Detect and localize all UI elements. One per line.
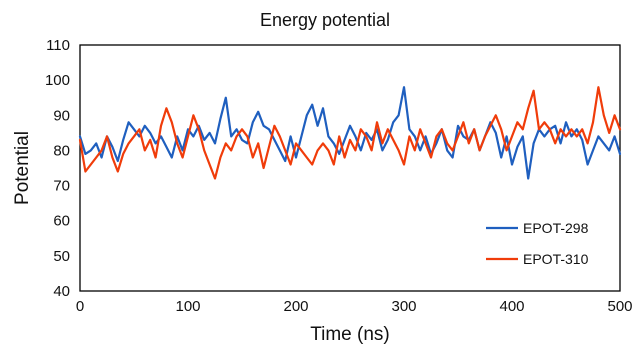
x-tick-label: 0 xyxy=(76,298,84,315)
y-tick-label: 50 xyxy=(53,248,70,265)
y-tick-label: 100 xyxy=(45,72,70,89)
x-axis-label: Time (ns) xyxy=(310,324,390,345)
x-axis-ticks: 0 100 200 300 400 500 xyxy=(76,298,633,315)
x-tick-label: 100 xyxy=(175,298,200,315)
y-tick-label: 90 xyxy=(53,107,70,124)
legend-label: EPOT-310 xyxy=(523,251,589,267)
x-tick-label: 500 xyxy=(607,298,632,315)
legend: EPOT-298 EPOT-310 xyxy=(486,220,589,267)
y-tick-label: 60 xyxy=(53,213,70,230)
y-axis-label: Potential xyxy=(12,131,33,205)
y-tick-label: 70 xyxy=(53,178,70,195)
series-lines xyxy=(78,86,622,180)
series-line-epot-298 xyxy=(78,86,622,180)
y-tick-label: 40 xyxy=(53,283,70,300)
x-tick-label: 300 xyxy=(391,298,416,315)
y-axis-ticks: 40 50 60 70 80 90 100 110 xyxy=(45,37,70,300)
y-tick-label: 80 xyxy=(53,142,70,159)
x-tick-label: 400 xyxy=(499,298,524,315)
x-tick-label: 200 xyxy=(283,298,308,315)
legend-label: EPOT-298 xyxy=(523,220,589,236)
plot-area-frame xyxy=(79,44,621,292)
y-tick-label: 110 xyxy=(46,37,70,54)
chart-title: Energy potential xyxy=(260,10,390,30)
series-line-epot-310 xyxy=(78,86,622,180)
